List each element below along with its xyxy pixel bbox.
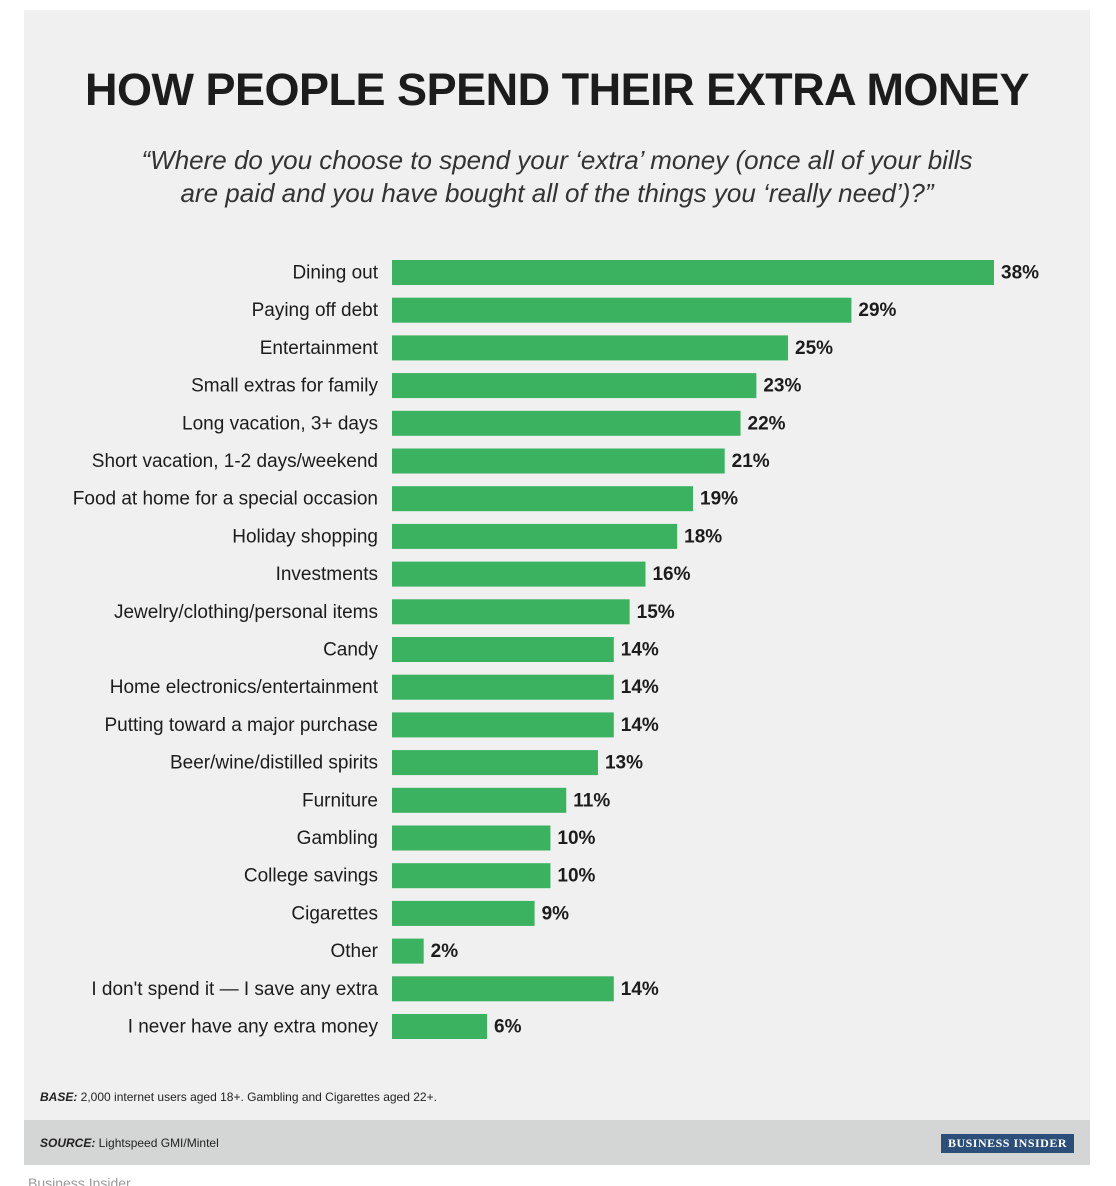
bar	[392, 373, 757, 399]
category-label: Home electronics/entertainment	[110, 677, 379, 698]
base-label: BASE:	[40, 1090, 78, 1104]
category-label: I don't spend it — I save any extra	[91, 979, 378, 1000]
source-label: SOURCE:	[40, 1136, 96, 1150]
source-text: Lightspeed GMI/Mintel	[95, 1136, 219, 1150]
bar	[392, 976, 614, 1002]
value-label: 25%	[795, 338, 833, 359]
bar	[392, 712, 614, 738]
value-label: 11%	[573, 790, 610, 811]
value-label: 2%	[431, 941, 459, 962]
category-label: Paying off debt	[252, 300, 379, 321]
category-label: Furniture	[302, 790, 378, 811]
bar	[392, 486, 693, 512]
bar	[392, 674, 614, 700]
chart-subtitle: “Where do you choose to spend your ‘extr…	[141, 145, 973, 208]
value-label: 15%	[637, 602, 675, 623]
category-label: Cigarettes	[291, 903, 378, 924]
source-note: SOURCE: Lightspeed GMI/Mintel	[40, 1136, 219, 1150]
value-label: 22%	[748, 413, 786, 434]
category-label: Candy	[323, 640, 378, 661]
bar	[392, 260, 994, 285]
category-label: Beer/wine/distilled spirits	[170, 753, 378, 774]
business-insider-logo: BUSINESS INSIDER	[940, 1134, 1074, 1153]
category-label: Investments	[276, 564, 378, 585]
image-credit: Business Insider	[28, 1176, 131, 1186]
value-label: 29%	[858, 300, 896, 321]
value-label: 21%	[732, 451, 770, 472]
bar	[392, 410, 741, 436]
value-label: 19%	[700, 489, 738, 510]
value-label: 14%	[621, 979, 659, 1000]
category-label: Other	[330, 941, 378, 962]
value-label: 14%	[621, 677, 659, 698]
category-label: Holiday shopping	[232, 526, 378, 547]
value-label: 13%	[605, 753, 643, 774]
value-label: 9%	[542, 903, 570, 924]
bar	[392, 750, 598, 776]
bar	[392, 561, 646, 587]
base-text: 2,000 internet users aged 18+. Gambling …	[77, 1090, 437, 1104]
bar-chart: Dining out 38% Paying off debt 29% Entertain…	[73, 260, 1039, 1039]
chart-title: HOW PEOPLE SPEND THEIR EXTRA MONEY	[85, 64, 1029, 115]
category-label: College savings	[244, 866, 378, 887]
bar	[392, 523, 678, 549]
category-label: Putting toward a major purchase	[104, 715, 378, 736]
value-label: 16%	[652, 564, 690, 585]
value-label: 6%	[494, 1017, 522, 1038]
bar	[392, 599, 630, 625]
bar	[392, 297, 852, 323]
value-label: 10%	[557, 828, 595, 849]
category-label: Jewelry/clothing/personal items	[114, 602, 378, 623]
bar	[392, 900, 535, 926]
bar	[392, 938, 424, 964]
bar	[392, 1014, 488, 1039]
footer-bar: SOURCE: Lightspeed GMI/Mintel BUSINESS I…	[24, 1120, 1090, 1165]
chart-card: HOW PEOPLE SPEND THEIR EXTRA MONEY “Wher…	[24, 10, 1090, 1165]
bar	[392, 863, 551, 889]
bar	[392, 637, 614, 662]
value-label: 38%	[1001, 263, 1039, 284]
bar	[392, 335, 789, 361]
category-label: Gambling	[297, 828, 378, 849]
base-note: BASE: 2,000 internet users aged 18+. Gam…	[40, 1090, 437, 1104]
category-label: I never have any extra money	[128, 1017, 379, 1038]
value-label: 10%	[557, 866, 595, 887]
bar	[392, 787, 567, 813]
category-label: Long vacation, 3+ days	[182, 413, 378, 434]
category-label: Food at home for a special occasion	[73, 489, 378, 510]
value-label: 14%	[621, 640, 659, 661]
category-label: Entertainment	[260, 338, 379, 359]
value-label: 23%	[763, 376, 801, 397]
category-label: Short vacation, 1-2 days/weekend	[92, 451, 378, 472]
bar	[392, 825, 551, 851]
bar	[392, 448, 725, 474]
value-label: 14%	[621, 715, 659, 736]
category-label: Small extras for family	[191, 376, 378, 397]
value-label: 18%	[684, 526, 722, 547]
category-label: Dining out	[292, 263, 378, 284]
